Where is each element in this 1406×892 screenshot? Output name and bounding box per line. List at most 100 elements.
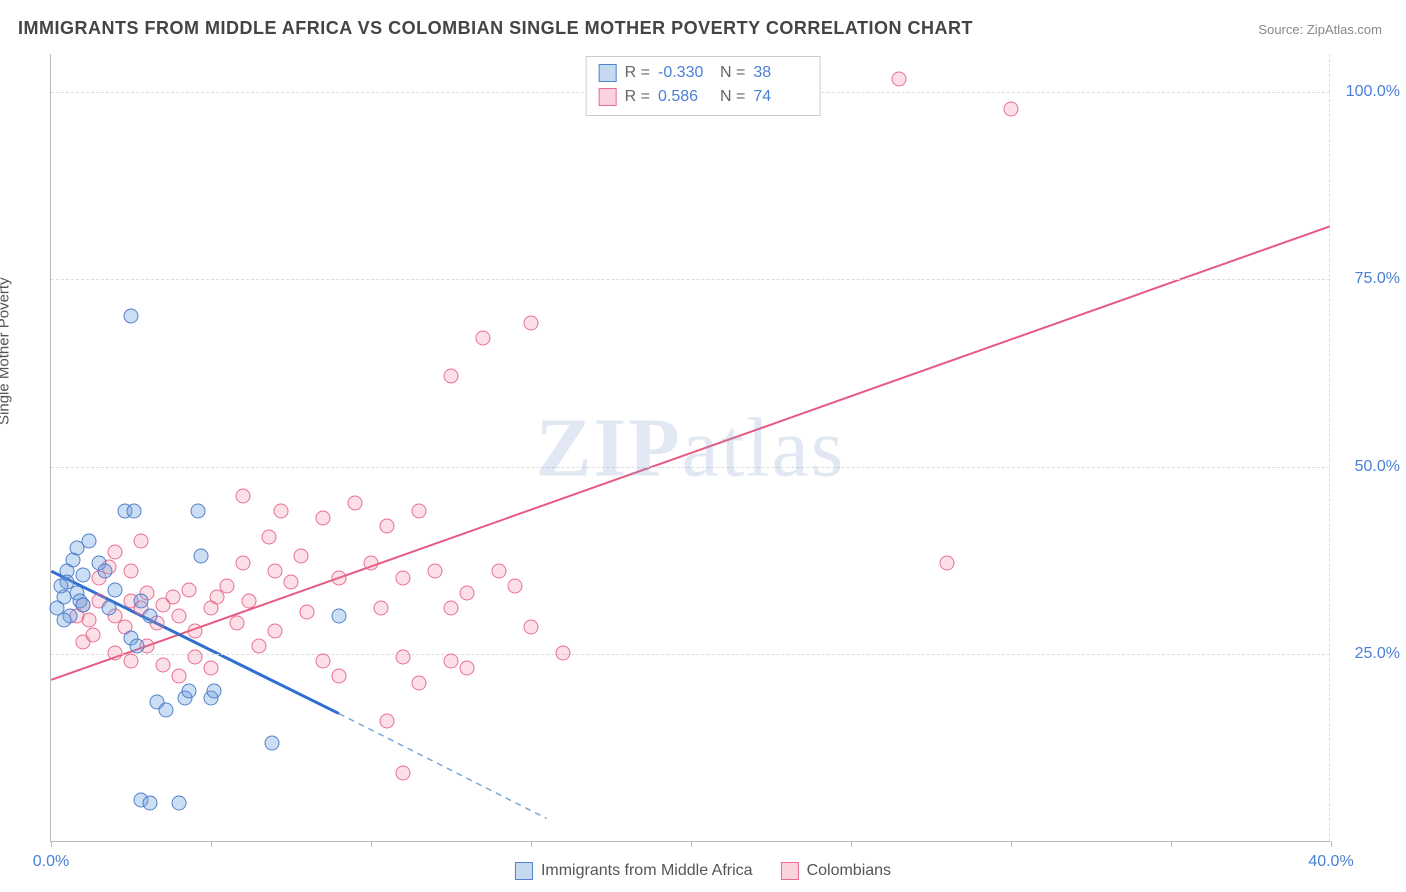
scatter-point [76,567,91,582]
scatter-point [380,518,395,533]
scatter-point [274,503,289,518]
legend-n-value: 38 [753,61,807,85]
x-tick-mark [371,841,372,847]
legend-swatch [599,88,617,106]
scatter-point [133,593,148,608]
scatter-point [101,601,116,616]
source-link[interactable]: ZipAtlas.com [1307,22,1382,37]
scatter-point [1004,102,1019,117]
scatter-point [396,650,411,665]
legend-n-label: N = [720,61,745,85]
y-axis-label: Single Mother Poverty [0,277,13,425]
scatter-point [492,563,507,578]
scatter-point [172,608,187,623]
scatter-point [181,582,196,597]
scatter-point [191,503,206,518]
scatter-point [396,571,411,586]
x-tick-mark [211,841,212,847]
plot-area: ZIPatlas 25.0%50.0%75.0%100.0%0.0%40.0% [50,54,1330,842]
scatter-point [194,548,209,563]
scatter-point [556,646,571,661]
scatter-point [524,316,539,331]
scatter-point [268,623,283,638]
scatter-point [460,586,475,601]
scatter-point [284,575,299,590]
scatter-point [124,308,139,323]
scatter-point [133,533,148,548]
legend-correlation-row: R = -0.330 N = 38 [599,61,808,85]
scatter-point [444,601,459,616]
source-attribution: Source: ZipAtlas.com [1258,22,1382,37]
x-tick-mark [1011,841,1012,847]
scatter-point [220,578,235,593]
legend-r-value: -0.330 [658,61,712,85]
legend-n-label: N = [720,85,745,109]
legend-correlation: R = -0.330 N = 38R = 0.586 N = 74 [586,56,821,116]
chart-title: IMMIGRANTS FROM MIDDLE AFRICA VS COLOMBI… [18,18,973,39]
scatter-point [124,563,139,578]
scatter-point [159,702,174,717]
scatter-point [56,612,71,627]
source-label: Source: [1258,22,1303,37]
scatter-point [204,661,219,676]
scatter-point [236,488,251,503]
scatter-point [460,661,475,676]
scatter-point [364,556,379,571]
gridline-h [51,279,1330,280]
x-tick-mark [691,841,692,847]
scatter-point [188,623,203,638]
scatter-point [108,646,123,661]
scatter-point [412,676,427,691]
scatter-point [252,638,267,653]
scatter-point [444,653,459,668]
legend-r-value: 0.586 [658,85,712,109]
legend-r-label: R = [625,61,650,85]
legend-series-label: Colombians [807,862,891,880]
scatter-point [172,796,187,811]
x-tick-label: 0.0% [33,853,69,871]
legend-series-item: Immigrants from Middle Africa [515,862,753,880]
scatter-point [53,578,68,593]
legend-swatch [515,862,533,880]
gridline-h [51,467,1330,468]
scatter-point [293,548,308,563]
scatter-point [332,571,347,586]
x-tick-mark [1171,841,1172,847]
scatter-point [892,72,907,87]
scatter-point [316,511,331,526]
gridline-h [51,654,1330,655]
scatter-point [476,331,491,346]
scatter-point [207,683,222,698]
scatter-point [428,563,443,578]
plot-right-border [1329,54,1330,841]
scatter-point [264,736,279,751]
scatter-point [124,653,139,668]
x-tick-mark [851,841,852,847]
scatter-point [127,503,142,518]
scatter-point [108,545,123,560]
y-tick-label: 25.0% [1340,645,1400,663]
scatter-point [261,530,276,545]
scatter-point [172,668,187,683]
x-tick-mark [1331,841,1332,847]
scatter-point [143,608,158,623]
scatter-point [300,605,315,620]
scatter-point [236,556,251,571]
scatter-point [82,612,97,627]
legend-series: Immigrants from Middle Africa Colombians [515,862,891,880]
scatter-point [143,796,158,811]
scatter-point [181,683,196,698]
legend-swatch [781,862,799,880]
scatter-point [165,590,180,605]
scatter-point [316,653,331,668]
scatter-point [229,616,244,631]
legend-n-value: 74 [753,85,807,109]
legend-series-item: Colombians [781,862,891,880]
scatter-point [332,668,347,683]
scatter-point [85,627,100,642]
y-tick-label: 75.0% [1340,270,1400,288]
scatter-point [76,597,91,612]
scatter-point [508,578,523,593]
y-tick-label: 100.0% [1340,83,1400,101]
scatter-point [268,563,283,578]
